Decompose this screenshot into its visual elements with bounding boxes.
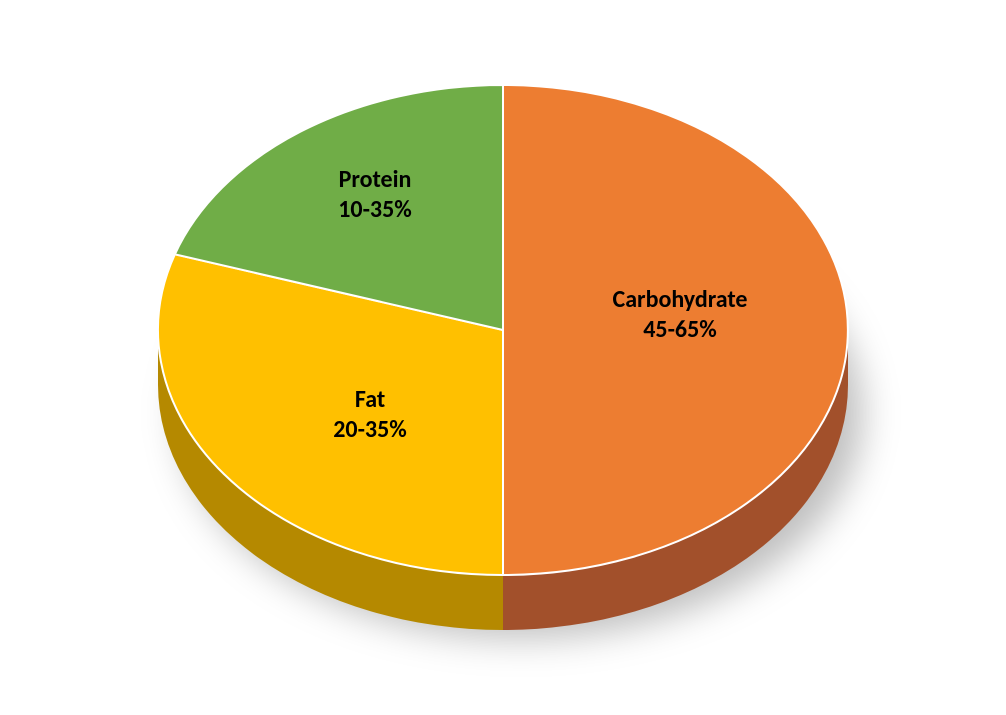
pie-chart: [0, 0, 1006, 715]
slice-label-fat: Fat20-35%: [333, 385, 407, 445]
pie-chart-container: Carbohydrate45-65% Fat20-35% Protein10-35%: [0, 0, 1006, 715]
slice-value: 45-65%: [612, 315, 747, 345]
slice-name: Fat: [333, 385, 407, 415]
slice-label-carbohydrate: Carbohydrate45-65%: [612, 285, 747, 345]
slice-value: 10-35%: [338, 195, 412, 225]
slice-name: Protein: [338, 165, 412, 195]
slice-name: Carbohydrate: [612, 285, 747, 315]
slice-value: 20-35%: [333, 415, 407, 445]
slice-label-protein: Protein10-35%: [338, 165, 412, 225]
